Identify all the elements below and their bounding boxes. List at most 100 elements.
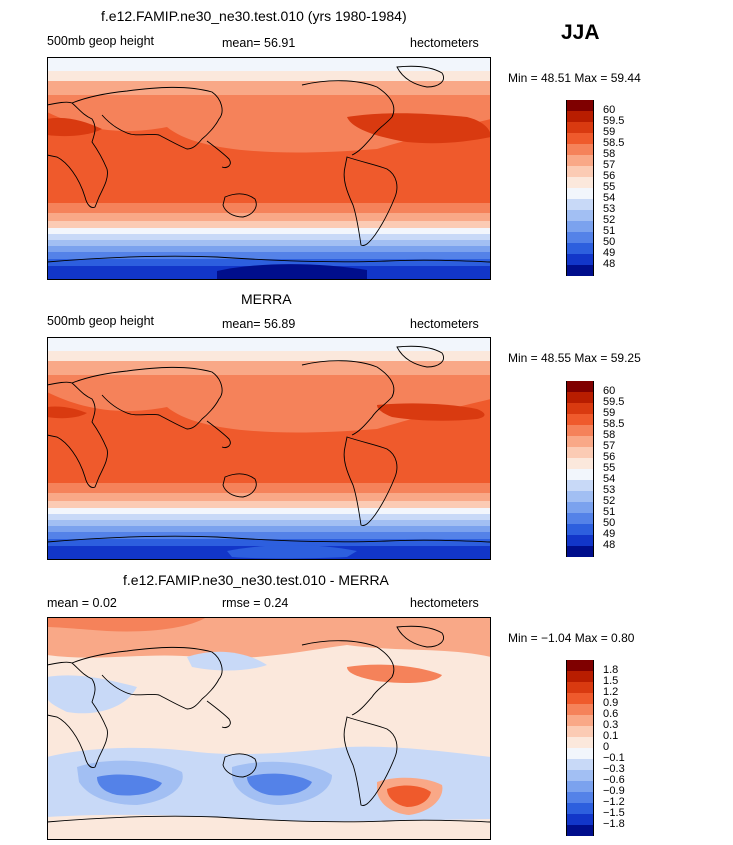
colorbar-swatch: [567, 491, 593, 502]
colorbar-swatch: [567, 825, 593, 836]
colorbar-swatch: [567, 243, 593, 254]
colorbar-tick-label: 1.5: [603, 675, 619, 687]
colorbar-swatch: [567, 535, 593, 546]
colorbar-tick-label: 53: [603, 203, 616, 215]
colorbar-tick-label: 0.9: [603, 697, 619, 709]
colorbar-tick-label: 59.5: [603, 115, 625, 127]
panel-model-variable-label: 500mb geop height: [47, 34, 155, 48]
panel-diff-contour-plot: [47, 617, 491, 840]
colorbar-swatch: [567, 210, 593, 221]
colorbar-tick-label: 51: [603, 225, 616, 237]
colorbar-tick-label: 58: [603, 148, 616, 160]
colorbar-tick-label: 51: [603, 506, 616, 518]
colorbar-tick-label: −0.1: [603, 752, 625, 764]
colorbar-swatch: [567, 770, 593, 781]
colorbar-swatch: [567, 803, 593, 814]
colorbar-tick-label: −0.9: [603, 785, 625, 797]
colorbar-swatch: [567, 693, 593, 704]
colorbar-tick-label: 59.5: [603, 396, 625, 408]
colorbar-tick-label: 55: [603, 462, 616, 474]
colorbar-swatch: [567, 469, 593, 480]
panel-diff-frame: [47, 617, 491, 840]
colorbar-tick-label: 58.5: [603, 418, 625, 430]
colorbar-tick-label: 48: [603, 258, 616, 270]
colorbar-swatch: [567, 392, 593, 403]
colorbar-swatch: [567, 759, 593, 770]
panel-diff-map: [47, 617, 491, 840]
colorbar-swatch: [567, 232, 593, 243]
colorbar-swatch: [567, 660, 593, 671]
colorbar-swatch: [567, 414, 593, 425]
colorbar-swatch: [567, 524, 593, 535]
colorbar-swatch: [567, 748, 593, 759]
colorbar-tick-label: 57: [603, 159, 616, 171]
colorbar-model: [566, 100, 594, 276]
colorbar-tick-label: 48: [603, 539, 616, 551]
colorbar-tick-label: 50: [603, 236, 616, 248]
colorbar-swatch: [567, 425, 593, 436]
panel-diff-rmse: rmse = 0.24: [222, 596, 289, 610]
colorbar-swatch: [567, 513, 593, 524]
colorbar-tick-label: 59: [603, 126, 616, 138]
panel-model-title: f.e12.FAMIP.ne30_ne30.test.010 (yrs 1980…: [101, 8, 407, 24]
panel-obs-units: hectometers: [410, 317, 479, 331]
colorbar-tick-label: 0.1: [603, 730, 619, 742]
colorbar-tick-label: 54: [603, 192, 616, 204]
colorbar-tick-label: 58: [603, 429, 616, 441]
panel-obs-mean: mean= 56.89: [222, 317, 296, 331]
colorbar-tick-label: 49: [603, 528, 616, 540]
panel-model-frame: [47, 57, 491, 280]
panel-model-mean: mean= 56.91: [222, 36, 296, 50]
panel-model-field: [47, 57, 491, 280]
colorbar-tick-label: 0: [603, 741, 610, 753]
colorbar-swatch: [567, 671, 593, 682]
colorbar-tick-label: 56: [603, 170, 616, 182]
colorbar-swatch: [567, 254, 593, 265]
panel-diff-units: hectometers: [410, 596, 479, 610]
colorbar-swatch: [567, 682, 593, 693]
colorbar-tick-label: −0.3: [603, 763, 625, 775]
colorbar-swatch: [567, 155, 593, 166]
colorbar-swatch: [567, 403, 593, 414]
panel-obs-frame: [47, 337, 491, 560]
colorbar-swatch: [567, 177, 593, 188]
colorbar-tick-label: 1.2: [603, 686, 619, 698]
colorbar-tick-label: 52: [603, 495, 616, 507]
colorbar-tick-label: 55: [603, 181, 616, 193]
colorbar-swatch: [567, 781, 593, 792]
panel-model-units: hectometers: [410, 36, 479, 50]
colorbar-diff: [566, 660, 594, 836]
colorbar-tick-label: 0.6: [603, 708, 619, 720]
colorbar-swatch: [567, 726, 593, 737]
colorbar-tick-label: 54: [603, 473, 616, 485]
panel-model-coastlines: [47, 65, 491, 263]
panel-obs-title: MERRA: [241, 291, 292, 307]
panel-obs-variable-label: 500mb geop height: [47, 314, 155, 328]
colorbar-swatch: [567, 221, 593, 232]
colorbar-swatch: [567, 188, 593, 199]
panel-obs-contour-plot: [47, 337, 491, 560]
panel-diff-mean: mean = 0.02: [47, 596, 117, 610]
colorbar-swatch: [567, 502, 593, 513]
colorbar-tick-label: 59: [603, 407, 616, 419]
colorbar-swatch: [567, 111, 593, 122]
colorbar-tick-label: −1.8: [603, 818, 625, 830]
colorbar-swatch: [567, 265, 593, 276]
colorbar-swatch: [567, 100, 593, 111]
colorbar-swatch: [567, 436, 593, 447]
colorbar-tick-label: −0.6: [603, 774, 625, 786]
colorbar-tick-label: 60: [603, 385, 616, 397]
colorbar-swatch: [567, 381, 593, 392]
panel-model-minmax: Min = 48.51 Max = 59.44: [508, 71, 641, 85]
panel-obs-map: [47, 337, 491, 560]
colorbar-tick-label: 60: [603, 104, 616, 116]
colorbar-tick-label: 53: [603, 484, 616, 496]
colorbar-swatch: [567, 814, 593, 825]
colorbar-tick-label: 58.5: [603, 137, 625, 149]
colorbar-tick-label: 56: [603, 451, 616, 463]
colorbar-obs: [566, 381, 594, 557]
colorbar-swatch: [567, 546, 593, 557]
colorbar-swatch: [567, 792, 593, 803]
colorbar-tick-label: −1.5: [603, 807, 625, 819]
panel-model-contour-plot: [47, 57, 491, 280]
